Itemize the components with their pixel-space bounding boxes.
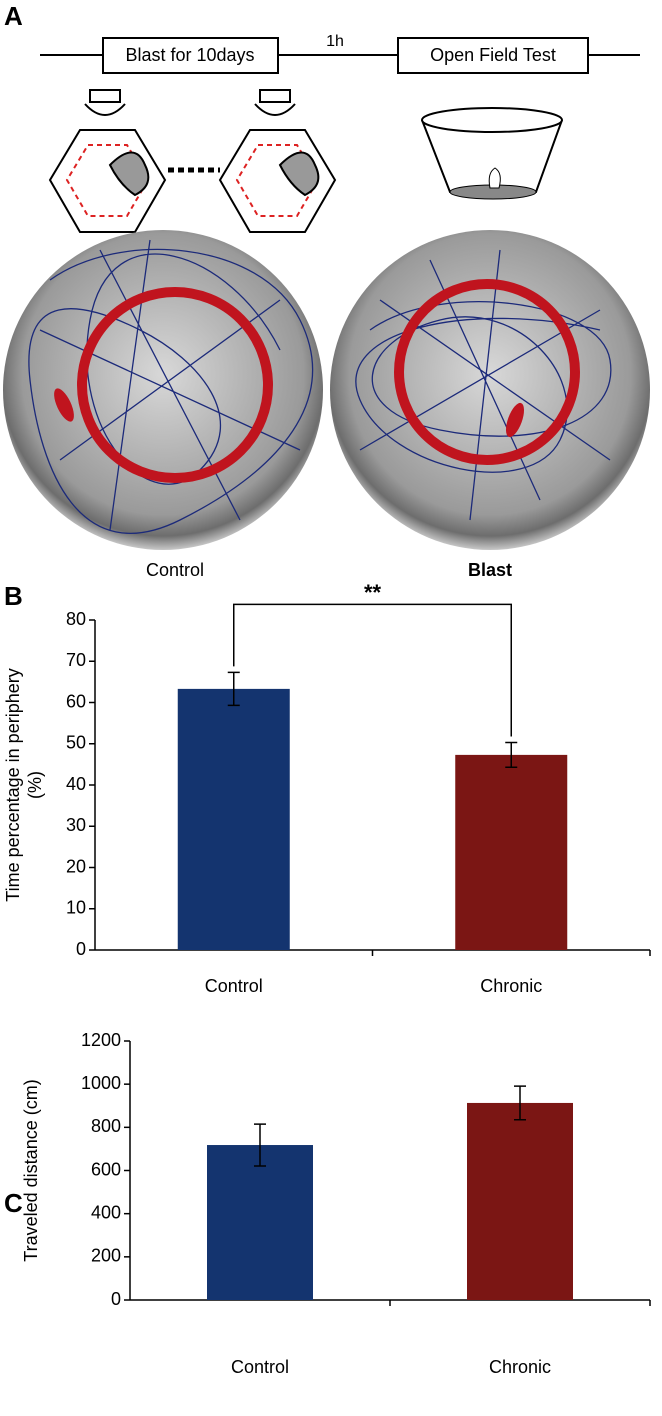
arena <box>330 230 650 550</box>
bar <box>467 1102 573 1300</box>
x-tick-label: Chronic <box>489 1357 551 1377</box>
interval-label: 1h <box>326 33 344 50</box>
y-tick-label: 20 <box>66 856 86 876</box>
y-tick-label: 30 <box>66 815 86 835</box>
open-field-bowl <box>421 107 563 200</box>
x-tick-label: Control <box>205 976 263 996</box>
panel-label: A <box>4 1 23 31</box>
x-tick-label: Chronic <box>480 976 542 996</box>
y-tick-label: 60 <box>66 691 86 711</box>
y-tick-label: 0 <box>76 939 86 959</box>
arena-label: Blast <box>468 560 512 580</box>
error-bar <box>514 1085 526 1121</box>
y-tick-label: 1200 <box>81 1030 121 1050</box>
blast-cage <box>48 89 167 233</box>
error-bar <box>505 741 518 769</box>
y-tick-label: 1000 <box>81 1073 121 1093</box>
chart: B Time percentage in periphery (%) 0 10 20 30 4… <box>3 580 651 996</box>
y-tick-label: 800 <box>91 1116 121 1136</box>
significance-bracket <box>233 603 512 737</box>
step-label: Blast for 10days <box>125 45 254 65</box>
y-axis-label: Time percentage in periphery <box>3 668 23 901</box>
error-bar <box>254 1123 266 1167</box>
arena-label: Control <box>146 560 204 580</box>
y-tick-label: 50 <box>66 733 86 753</box>
step-label: Open Field Test <box>430 45 556 65</box>
y-tick-label: 200 <box>91 1246 121 1266</box>
x-tick-label: Control <box>231 1357 289 1377</box>
y-tick-label: 400 <box>91 1202 121 1222</box>
error-bar <box>227 671 240 707</box>
step-box <box>397 37 589 74</box>
y-axis-label: (%) <box>25 771 45 799</box>
y-tick-label: 10 <box>66 898 86 918</box>
y-tick-label: 0 <box>111 1289 121 1309</box>
bar <box>455 754 568 950</box>
significance-label: ** <box>364 580 382 605</box>
panel-label: B <box>4 581 23 611</box>
panel-a: A Blast for 10days 1h Open Field Test <box>3 1 650 580</box>
y-tick-label: 600 <box>91 1159 121 1179</box>
y-tick-label: 70 <box>66 650 86 670</box>
arena <box>3 230 323 550</box>
panel-label: C <box>4 1188 23 1218</box>
bar <box>177 688 290 950</box>
step-box <box>102 37 279 74</box>
blast-cage <box>218 89 337 233</box>
bar <box>207 1145 313 1300</box>
y-axis-label: Traveled distance (cm) <box>21 1079 41 1261</box>
y-tick-label: 40 <box>66 774 86 794</box>
y-tick-label: 80 <box>66 609 86 629</box>
